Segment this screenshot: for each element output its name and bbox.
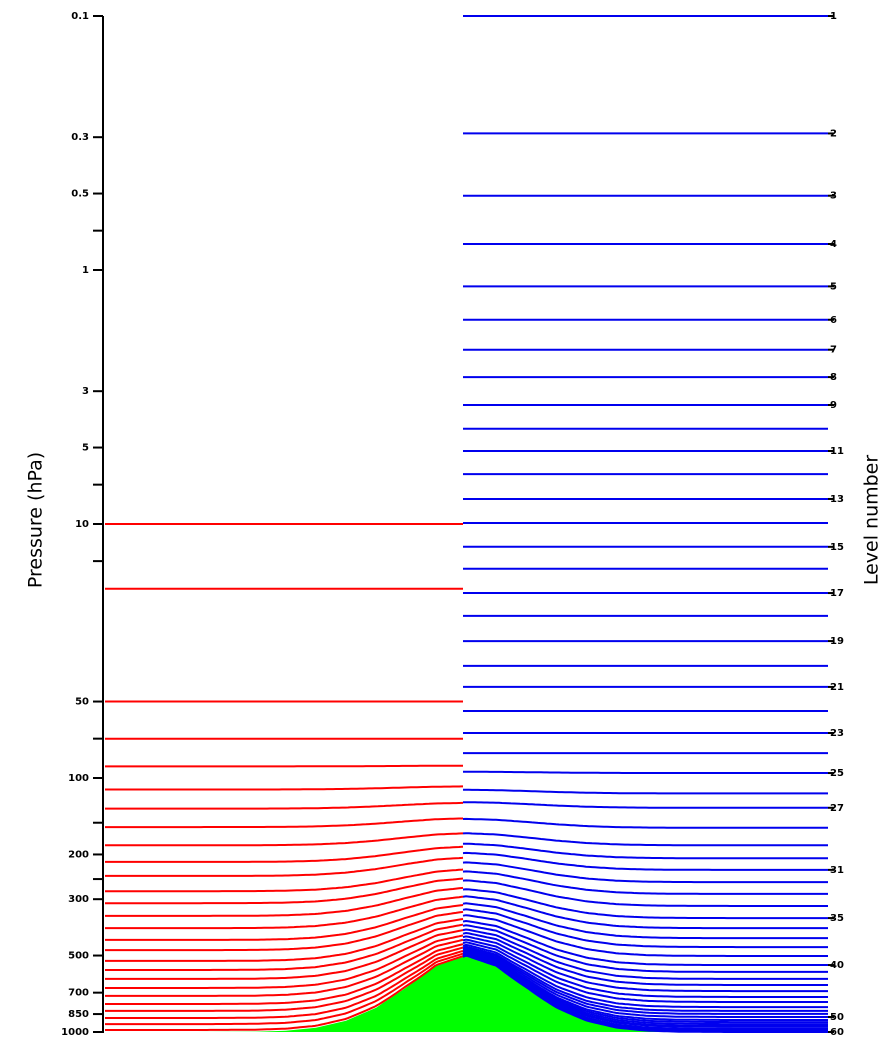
model-level [462,851,828,871]
y-tick-label: 1000 [61,1027,89,1038]
y-tick-label: 850 [68,1009,89,1020]
model-level [462,954,828,1033]
model-level [105,955,464,1031]
model-level [105,917,464,962]
model-level [105,886,464,917]
y-tick-label: 0.5 [71,189,89,200]
model-level [105,934,464,989]
model-level [462,832,828,847]
model-level [105,868,464,893]
model-level [105,943,464,1005]
model-level [462,895,828,930]
y2-tick-label: 2 [830,128,837,139]
y-tick-label: 200 [68,849,89,860]
y2-tick-label: 5 [830,281,837,292]
model-level [462,870,828,895]
model-level [105,817,464,829]
y2-tick-label: 1 [830,11,837,22]
model-level [462,951,828,1026]
y2-tick-label: 8 [830,372,837,383]
model-level [462,931,828,986]
y-tick-label: 500 [68,951,89,962]
model-level [462,928,828,980]
model-level [105,952,464,1026]
model-level [105,785,463,791]
y-axis-label: Pressure (hPa) [25,452,47,588]
y2-tick-label: 50 [830,1012,844,1023]
model-level [105,856,464,877]
model-level [105,949,464,1019]
model-level [462,879,828,907]
y-tick-label: 0.1 [71,11,89,22]
model-level [462,914,828,957]
model-level [105,764,463,768]
model-level [105,946,464,1012]
y2-tick-label: 6 [830,315,837,326]
y-tick-label: 300 [68,894,89,905]
model-level [462,948,828,1018]
y2-tick-label: 40 [830,960,844,971]
y2-tick-label: 7 [830,345,837,356]
model-level [462,908,828,949]
y-tick-label: 50 [75,697,89,708]
y-tick-label: 700 [68,988,89,999]
model-level [462,919,828,966]
model-level [462,888,828,920]
y2-tick-label: 4 [830,239,837,250]
model-level [462,941,828,1003]
y2-tick-label: 35 [830,913,844,924]
model-level [105,877,464,905]
y2-tick-label: 25 [830,768,844,779]
y2-tick-label: 15 [830,542,844,553]
y2-tick-label: 11 [830,446,844,457]
model-level [462,817,828,829]
y2-tick-label: 31 [830,865,844,876]
y2-tick-label: 3 [830,191,837,202]
model-level [105,895,464,930]
model-level [462,950,828,1024]
terrain [105,955,828,1032]
y2-axis-label: Level number [861,455,883,586]
model-level [462,943,828,1009]
model-level [462,861,828,884]
y2-tick-label: 13 [830,494,844,505]
y2-tick-label: 60 [830,1027,844,1038]
model-level [105,845,463,863]
y2-tick-label: 21 [830,682,844,693]
model-level [462,945,828,1012]
model-level [462,902,828,940]
y-tick-label: 3 [82,386,89,397]
y2-tick-label: 27 [830,803,844,814]
model-level [105,832,463,847]
y-tick-label: 100 [68,773,89,784]
model-level [462,842,828,860]
y2-tick-label: 23 [830,728,844,739]
model-level [463,788,828,795]
y2-tick-label: 9 [830,400,837,411]
y2-tick-label: 19 [830,636,844,647]
model-level [105,910,464,952]
model-level [462,924,828,973]
model-level [462,938,828,998]
y2-tick-label: 17 [830,588,844,599]
model-level [105,938,464,997]
model-level [105,801,463,810]
y-tick-label: 5 [82,443,89,454]
model-level [105,923,464,971]
y-tick-label: 10 [75,519,89,530]
y-tick-label: 0.3 [71,132,89,143]
model-level [105,929,464,980]
model-level [105,903,464,941]
model-level [462,949,828,1021]
model-level [463,770,828,774]
model-level [463,801,828,809]
model-level [462,952,828,1028]
model-level [462,935,828,993]
model-level [462,947,828,1015]
y-tick-label: 1 [82,265,89,276]
